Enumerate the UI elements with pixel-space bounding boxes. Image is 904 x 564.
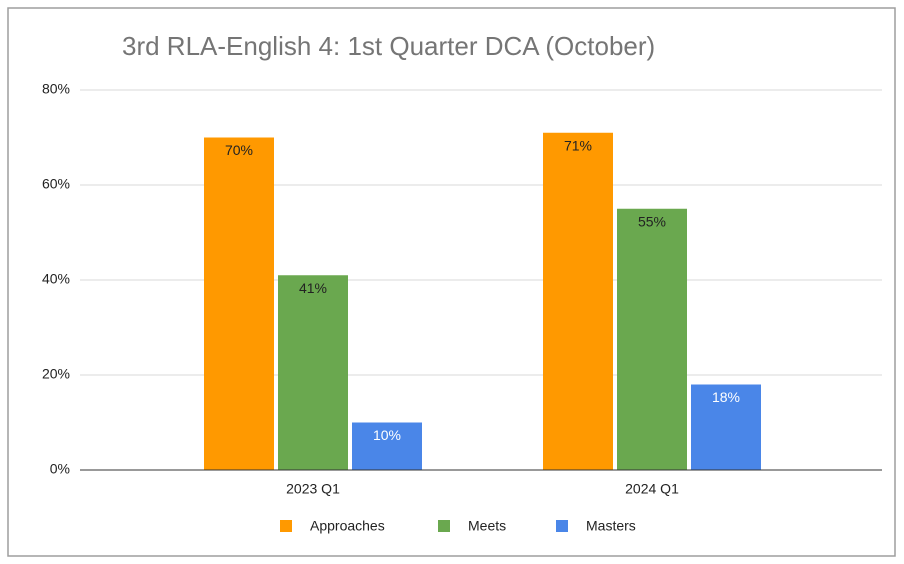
bar — [278, 275, 348, 470]
data-label: 70% — [225, 142, 253, 158]
bar — [617, 208, 687, 470]
y-tick-label: 60% — [42, 176, 70, 192]
data-label: 71% — [564, 137, 592, 153]
bar — [352, 422, 422, 470]
legend-swatch — [438, 520, 450, 532]
legend-swatch — [556, 520, 568, 532]
y-tick-label: 80% — [42, 81, 70, 97]
legend-label: Approaches — [310, 518, 385, 534]
x-tick-label: 2024 Q1 — [625, 481, 679, 497]
legend-swatch — [280, 520, 292, 532]
y-tick-label: 40% — [42, 271, 70, 287]
data-label: 18% — [712, 389, 740, 405]
bar — [691, 384, 761, 470]
x-tick-label: 2023 Q1 — [286, 481, 340, 497]
legend-label: Masters — [586, 518, 636, 534]
legend-label: Meets — [468, 518, 506, 534]
bar — [543, 132, 613, 470]
data-label: 55% — [638, 213, 666, 229]
chart-title: 3rd RLA-English 4: 1st Quarter DCA (Octo… — [122, 31, 655, 61]
y-tick-label: 20% — [42, 366, 70, 382]
bar — [204, 137, 274, 470]
data-label: 41% — [299, 280, 327, 296]
data-label: 10% — [373, 427, 401, 443]
y-tick-label: 0% — [50, 461, 70, 477]
